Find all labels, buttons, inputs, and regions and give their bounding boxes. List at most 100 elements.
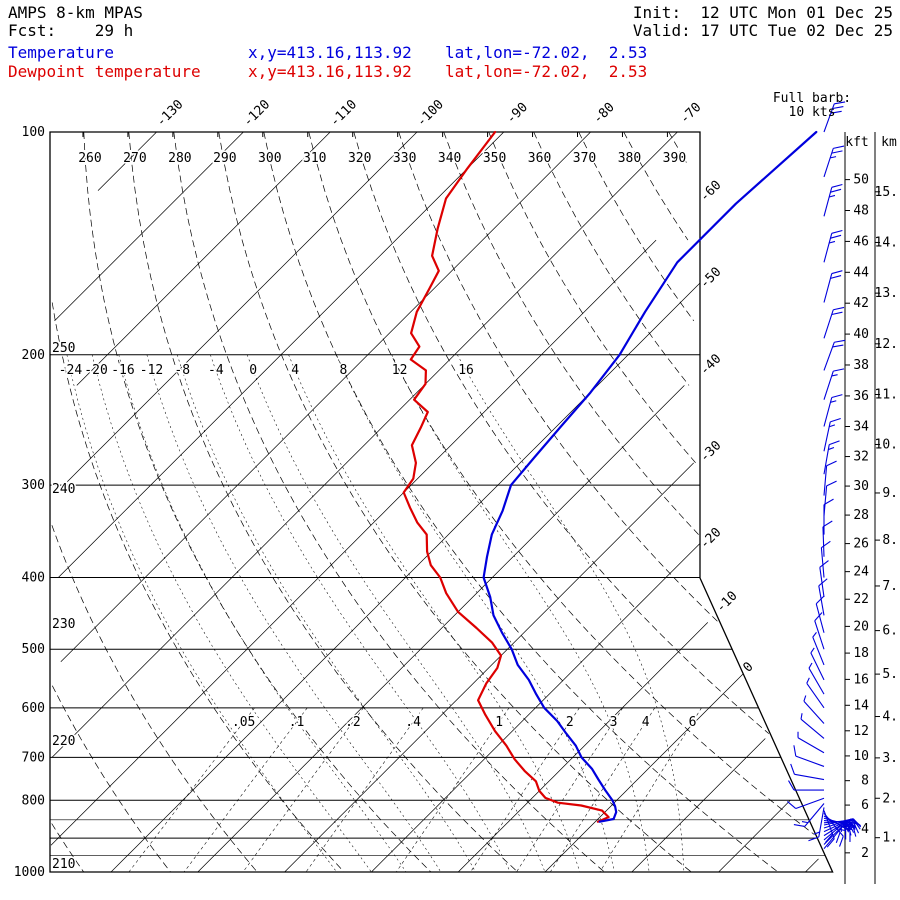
svg-text:13.: 13.	[875, 286, 898, 301]
svg-text:320: 320	[348, 151, 371, 166]
svg-text:24: 24	[853, 565, 869, 580]
svg-text:-30: -30	[697, 438, 724, 465]
svg-text:280: 280	[168, 151, 191, 166]
svg-text:240: 240	[52, 482, 75, 497]
svg-text:250: 250	[52, 341, 75, 356]
svg-text:6: 6	[861, 798, 869, 813]
svg-text:-12: -12	[140, 363, 163, 378]
svg-text:-120: -120	[241, 97, 274, 130]
svg-text:12.: 12.	[875, 337, 898, 352]
plot-frame	[49, 131, 834, 873]
moist-adiabats	[66, 354, 685, 873]
mixing-ratio-lines	[128, 707, 702, 873]
svg-text:220: 220	[52, 734, 75, 749]
svg-text:500: 500	[22, 642, 45, 657]
svg-text:-20: -20	[84, 363, 107, 378]
svg-text:-130: -130	[154, 97, 187, 130]
wind-barbs	[787, 101, 862, 850]
svg-text:230: 230	[52, 617, 75, 632]
pressure-grid	[50, 354, 833, 873]
barb-legend: Full barb:10 kts	[773, 91, 851, 120]
svg-text:-10: -10	[713, 589, 740, 616]
svg-text:340: 340	[438, 151, 461, 166]
svg-text:38: 38	[853, 358, 869, 373]
svg-text:9.: 9.	[882, 486, 898, 501]
svg-text:-16: -16	[111, 363, 134, 378]
svg-text:kft: kft	[845, 135, 868, 150]
svg-text:10: 10	[853, 749, 869, 764]
legend-dewpoint-latlon: lat,lon=-72.02, 2.53	[445, 62, 648, 81]
svg-text:6: 6	[689, 715, 697, 730]
altitude-axis: kft km50484644424038363432302826242220181…	[844, 132, 898, 884]
svg-text:200: 200	[22, 348, 45, 363]
svg-text:390: 390	[663, 151, 686, 166]
svg-text:1: 1	[495, 715, 503, 730]
temperature-curve	[482, 130, 818, 823]
svg-text:10 kts: 10 kts	[789, 105, 836, 120]
svg-text:3: 3	[610, 715, 618, 730]
svg-text:15.: 15.	[875, 185, 898, 200]
legend-temperature-latlon: lat,lon=-72.02, 2.53	[445, 43, 648, 62]
svg-text:1000: 1000	[14, 865, 45, 880]
svg-text:2: 2	[566, 715, 574, 730]
svg-text:4: 4	[291, 363, 299, 378]
svg-text:1.: 1.	[882, 831, 898, 846]
sounding-curves	[402, 130, 818, 823]
svg-text:-24: -24	[59, 363, 83, 378]
svg-text:14.: 14.	[875, 235, 898, 250]
svg-text:26: 26	[853, 537, 869, 552]
svg-text:.4: .4	[405, 715, 421, 730]
svg-text:0: 0	[249, 363, 257, 378]
svg-text:12: 12	[392, 363, 408, 378]
svg-text:-110: -110	[327, 97, 360, 130]
svg-text:Full barb:: Full barb:	[773, 91, 851, 106]
svg-text:44: 44	[853, 265, 869, 280]
svg-text:46: 46	[853, 234, 869, 249]
svg-text:380: 380	[618, 151, 641, 166]
svg-text:300: 300	[258, 151, 281, 166]
svg-text:32: 32	[853, 450, 869, 465]
dry-adiabats	[51, 131, 815, 873]
svg-text:50: 50	[853, 173, 869, 188]
svg-text:-60: -60	[697, 178, 724, 205]
valid-time: Valid: 17 UTC Tue 02 Dec 25	[632, 21, 893, 40]
svg-text:270: 270	[123, 151, 146, 166]
legend-dewpoint-xy: x,y=413.16,113.92	[248, 62, 412, 81]
svg-text:28: 28	[853, 508, 869, 523]
svg-text:-4: -4	[208, 363, 224, 378]
svg-text:8: 8	[861, 774, 869, 789]
svg-text:14: 14	[853, 698, 869, 713]
svg-text:34: 34	[853, 420, 869, 435]
svg-text:-80: -80	[591, 100, 618, 127]
svg-text:100: 100	[22, 125, 45, 140]
svg-text:350: 350	[483, 151, 506, 166]
svg-text:10.: 10.	[875, 437, 898, 452]
svg-text:-70: -70	[677, 100, 704, 127]
svg-text:20: 20	[853, 619, 869, 634]
svg-text:360: 360	[528, 151, 551, 166]
dewpoint-curve	[402, 130, 610, 823]
svg-text:8: 8	[340, 363, 348, 378]
svg-text:310: 310	[303, 151, 326, 166]
svg-text:600: 600	[22, 701, 45, 716]
svg-text:700: 700	[22, 750, 45, 765]
svg-text:800: 800	[22, 793, 45, 808]
svg-text:6.: 6.	[882, 624, 898, 639]
minor-pressure-lines	[50, 819, 826, 856]
legend-temperature-xy: x,y=413.16,113.92	[248, 43, 412, 62]
svg-text:48: 48	[853, 204, 869, 219]
svg-text:40: 40	[853, 327, 869, 342]
svg-text:3.: 3.	[882, 751, 898, 766]
svg-text:.1: .1	[289, 715, 305, 730]
isotherms	[50, 131, 819, 873]
svg-text:36: 36	[853, 389, 869, 404]
svg-text:18: 18	[853, 646, 869, 661]
svg-text:11.: 11.	[875, 387, 898, 402]
svg-text:km: km	[881, 135, 897, 150]
svg-text:.05: .05	[232, 715, 255, 730]
svg-text:16: 16	[853, 672, 869, 687]
legend-temperature-label: Temperature	[8, 43, 114, 62]
svg-text:300: 300	[22, 478, 45, 493]
